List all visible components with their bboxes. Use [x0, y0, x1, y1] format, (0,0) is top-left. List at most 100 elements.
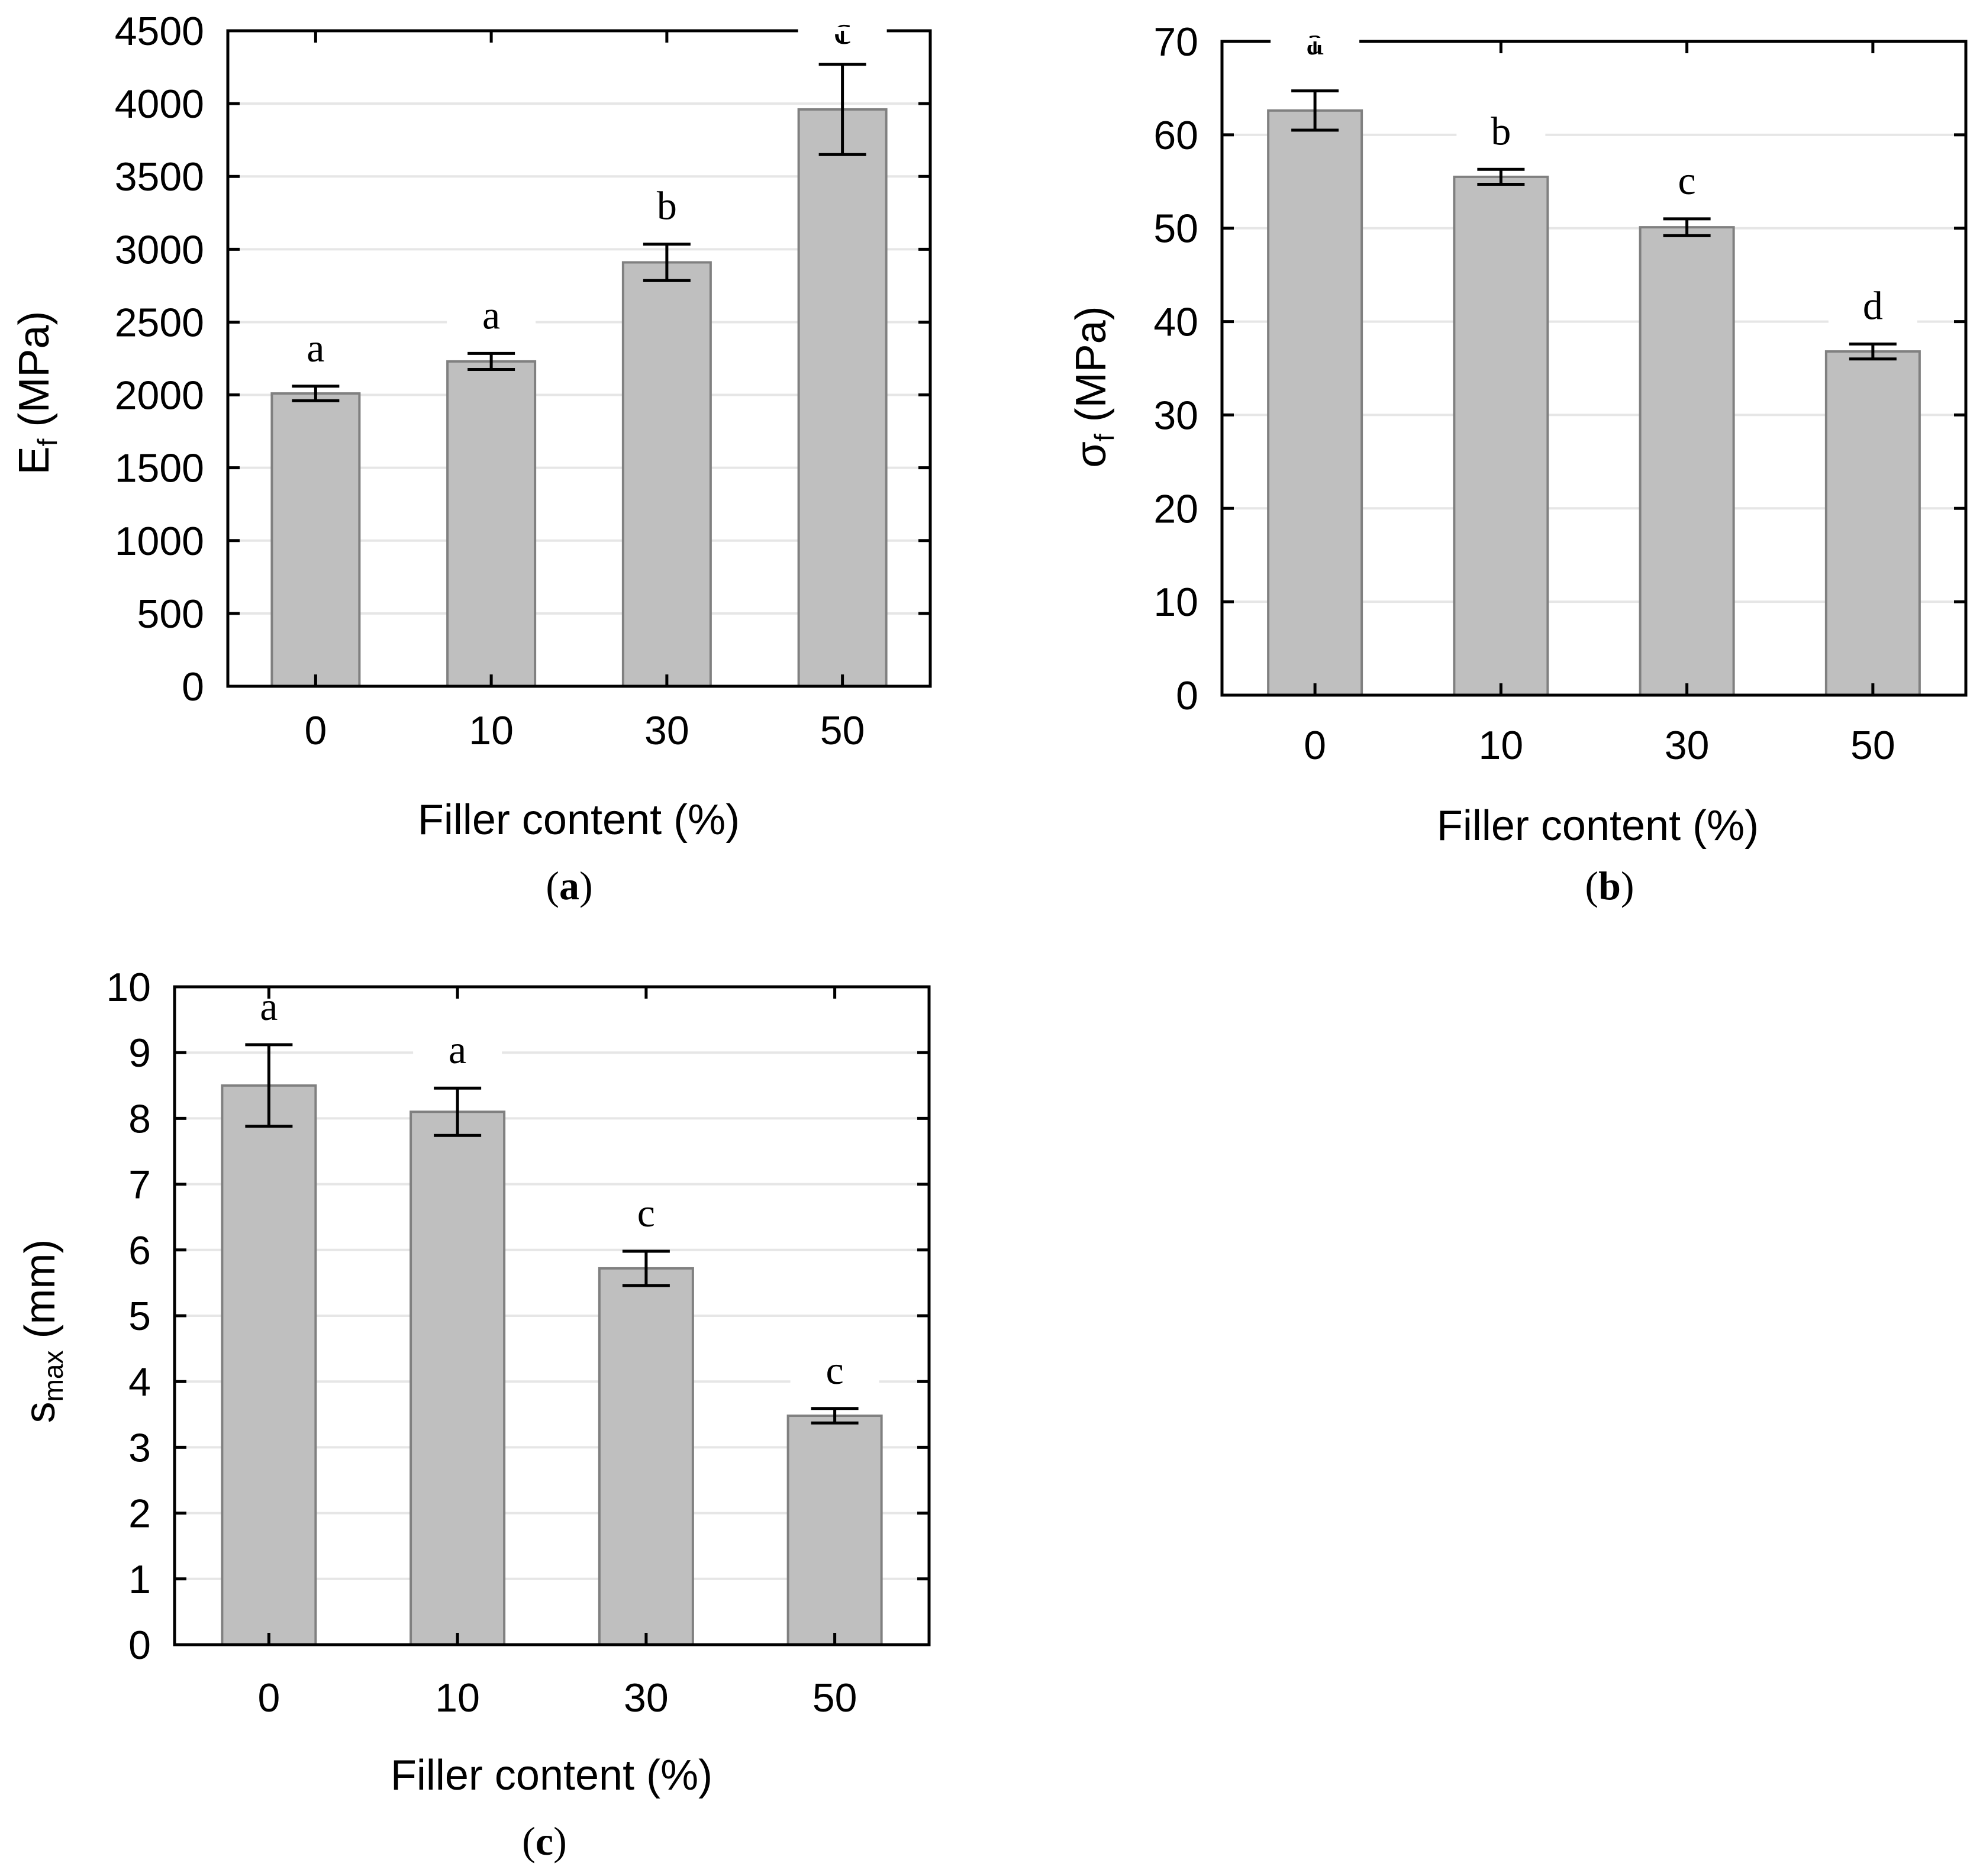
- panel-b-plot-frame: [1220, 40, 1968, 697]
- panel-b-y-axis-title: σf (MPa): [1068, 306, 1120, 467]
- panel-c-x-axis-title: Filler content (%): [391, 1752, 712, 1799]
- panel-b-x-tick-label-50: 50: [1850, 723, 1895, 768]
- panel-a-bar-0: [270, 392, 361, 687]
- panel-a-y-tick-label-4500: 4500: [115, 9, 204, 54]
- panel-b-significance-letter-50: d: [1863, 283, 1883, 328]
- panel-c-x-tick-label-10: 10: [435, 1675, 480, 1720]
- panel-b-error-bar-0: [1291, 89, 1339, 132]
- panel-b-caption: (b): [1585, 863, 1634, 908]
- panel-a-letter-background-10: [447, 292, 536, 342]
- panel-b-bar-30: [1639, 226, 1735, 696]
- panel-b-y-tick-label-0: 0: [1176, 673, 1198, 718]
- panel-b-x-axis: 0 10 30 50: [1304, 41, 1895, 768]
- panel-a-y-axis-title: Ef (MPa): [11, 311, 63, 475]
- panel-a-bar-30: [621, 261, 712, 687]
- panel-b-significance-letter-10: b: [1491, 108, 1511, 153]
- panel-b-x-tick-label-10: 10: [1479, 723, 1524, 768]
- panel-c-significance-letter-10: a: [449, 1027, 466, 1072]
- panel-c-error-bar-10: [434, 1086, 482, 1137]
- panel-b-x-tick-label-0: 0: [1304, 723, 1326, 768]
- panel-c-y-axis: 0 1 2 3 4 5 6 7 8 9 10: [106, 965, 929, 1668]
- panel-c: smax (mm) Filler content (%) (c) aacc012…: [17, 965, 931, 1864]
- panel-c-bar-30: [598, 1267, 694, 1646]
- panel-a-y-tick-label-2500: 2500: [115, 300, 204, 345]
- panel-a-significance-letter-10: a: [482, 292, 500, 337]
- panel-c-significance-letter-50: c: [826, 1348, 844, 1393]
- panel-a-letter-background-30: [622, 182, 711, 233]
- panel-c-y-tick-label-7: 7: [128, 1163, 151, 1207]
- panel-c-error-bar-0: [245, 1043, 293, 1128]
- panel-a-significance-letter-30: b: [657, 183, 677, 228]
- panel-c-bar-0: [221, 1084, 317, 1646]
- panel-c-caption-letter: c: [536, 1819, 553, 1864]
- panel-b-bar-0: [1267, 109, 1363, 697]
- panel-b-x-tick-label-30: 30: [1665, 723, 1710, 768]
- panel-a-y-tick-label-1500: 1500: [115, 446, 204, 491]
- panel-c-bar-10: [410, 1110, 506, 1646]
- panel-b-y-tick-label-20: 20: [1153, 486, 1198, 531]
- panel-b-error-bar-50: [1849, 342, 1897, 361]
- panel-a-y-tick-label-500: 500: [137, 592, 204, 637]
- panel-c-y-tick-label-5: 5: [128, 1294, 151, 1339]
- panel-b-y-tick-label-70: 70: [1153, 20, 1198, 64]
- panel-a-caption-letter: a: [559, 863, 579, 908]
- panel-c-letter-background-50: [790, 1347, 879, 1397]
- panel-c-y-tick-label-10: 10: [106, 965, 151, 1010]
- panel-a-x-tick-label-50: 50: [820, 708, 865, 753]
- panel-c-y-tick-label-1: 1: [128, 1557, 151, 1602]
- panel-c-letter-background-10: [413, 1026, 502, 1077]
- panel-b-plot-area: abcd: [1267, 18, 1921, 697]
- panel-b-x-axis-title: Filler content (%): [1437, 802, 1759, 850]
- panel-b-y-axis: 0 10 20 30 40 50 60 70: [1153, 20, 1966, 718]
- panel-a-x-axis: 0 10 30 50: [304, 31, 865, 753]
- panel-a-significance-letter-0: a: [307, 325, 324, 370]
- panel-a-x-tick-label-0: 0: [304, 708, 327, 753]
- panel-c-y-tick-label-2: 2: [128, 1491, 151, 1536]
- panel-c-y-axis-title: smax (mm): [17, 1239, 69, 1423]
- panel-c-y-tick-label-4: 4: [128, 1360, 151, 1404]
- panel-b-y-axis-subscript: f: [1089, 434, 1120, 441]
- panel-b-caption-letter: b: [1598, 863, 1621, 908]
- panel-b-caption-open: (: [1585, 863, 1598, 908]
- panel-a-x-axis-title: Filler content (%): [418, 796, 740, 844]
- panel-b-error-bar-30: [1663, 217, 1711, 237]
- panel-a-error-bar-50: [818, 63, 866, 156]
- panel-a: Ef (MPa) Filler content (%) (a) aabc0500…: [11, 7, 932, 908]
- panel-c-y-axis-unit: (mm): [17, 1239, 64, 1351]
- panel-a-error-bar-30: [643, 243, 691, 282]
- panel-b-y-tick-label-60: 60: [1153, 113, 1198, 158]
- panel-b-letter-background-30: [1642, 157, 1732, 207]
- panel-c-bar-50: [786, 1415, 883, 1646]
- panel-c-x-axis: 0 10 30 50: [257, 987, 857, 1720]
- panel-b-letter-background-50: [1828, 282, 1917, 332]
- panel-b-bar-50: [1824, 350, 1921, 696]
- panel-a-error-bar-0: [292, 385, 340, 402]
- panel-b: σf (MPa) Filler content (%) (b) abcd0102…: [1068, 18, 1968, 908]
- panel-b-y-axis-symbol: σ: [1068, 441, 1115, 467]
- panel-a-y-axis-unit: (MPa): [11, 311, 58, 439]
- panel-b-significance-letter-30: c: [1678, 158, 1696, 203]
- panel-c-y-tick-label-9: 9: [128, 1031, 151, 1076]
- panel-c-x-tick-label-30: 30: [624, 1675, 669, 1720]
- panel-a-plot-area: aabc: [270, 7, 888, 687]
- panel-c-caption-close: ): [553, 1819, 567, 1864]
- panel-a-y-axis-symbol: E: [11, 446, 58, 474]
- panel-c-x-tick-label-0: 0: [257, 1675, 280, 1720]
- panel-b-bar-10: [1453, 175, 1549, 696]
- panel-a-x-tick-label-30: 30: [644, 708, 689, 753]
- panel-a-plot-frame: [226, 29, 932, 688]
- panel-c-caption-open: (: [522, 1819, 536, 1864]
- panel-b-letter-background-10: [1456, 108, 1546, 158]
- panel-b-y-tick-label-30: 30: [1153, 393, 1198, 438]
- panel-c-caption: (c): [522, 1819, 567, 1864]
- panel-a-x-tick-label-10: 10: [469, 708, 514, 753]
- panel-b-caption-close: ): [1621, 863, 1634, 908]
- panel-a-bar-10: [446, 360, 537, 687]
- panel-a-letter-background-0: [271, 324, 360, 374]
- panel-c-error-bar-30: [622, 1249, 670, 1287]
- panel-a-caption-close: ): [579, 863, 593, 908]
- panel-a-error-bar-10: [467, 351, 515, 371]
- panel-c-y-tick-label-3: 3: [128, 1425, 151, 1470]
